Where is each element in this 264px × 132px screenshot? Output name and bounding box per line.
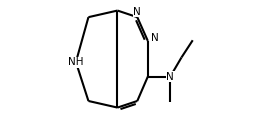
Text: NH: NH bbox=[68, 57, 84, 67]
Text: N: N bbox=[166, 72, 174, 82]
Text: N: N bbox=[133, 7, 141, 17]
Text: N: N bbox=[151, 33, 159, 43]
